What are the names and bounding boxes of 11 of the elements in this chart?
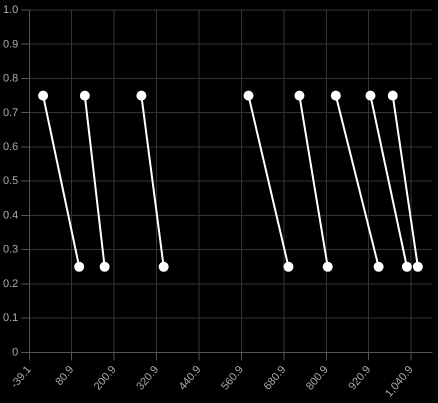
y-tick-label: 0.5 [2, 175, 18, 188]
y-tick-label: 0.2 [2, 278, 18, 290]
y-tick-label: 1.0 [2, 4, 18, 16]
y-tick-label: 0.9 [2, 38, 18, 50]
y-tick-label: 0.6 [2, 140, 18, 153]
y-tick-label: 0.4 [2, 209, 18, 222]
y-tick-label: 0 [12, 346, 18, 358]
y-tick-label: 0.7 [2, 106, 18, 119]
y-tick-label: 0.3 [2, 244, 18, 256]
y-tick-label: 0.8 [2, 72, 18, 85]
y-tick-label: 0.1 [2, 312, 18, 324]
